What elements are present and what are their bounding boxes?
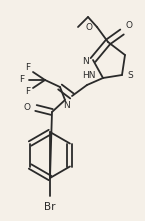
Text: HN: HN xyxy=(82,71,96,80)
Text: O: O xyxy=(24,103,31,112)
Text: F: F xyxy=(25,63,31,72)
Text: F: F xyxy=(25,88,31,97)
Text: O: O xyxy=(126,21,133,30)
Text: N: N xyxy=(82,57,89,65)
Text: O: O xyxy=(86,23,93,32)
Text: S: S xyxy=(127,72,133,80)
Text: F: F xyxy=(19,76,25,84)
Text: N: N xyxy=(63,101,70,110)
Text: Br: Br xyxy=(44,202,56,212)
